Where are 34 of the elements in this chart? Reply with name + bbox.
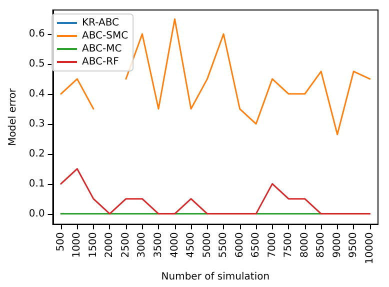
legend-label: ABC-MC — [82, 44, 122, 54]
x-tick-label: 7500 — [283, 232, 294, 258]
x-tick-label: 9500 — [348, 232, 360, 258]
legend-label: KR-ABC — [82, 18, 120, 28]
x-tick-label: 10000 — [364, 232, 376, 264]
legend-label: ABC-SMC — [82, 30, 128, 42]
x-tick-label: 6000 — [234, 232, 246, 258]
y-axis-title: Model error — [8, 88, 18, 146]
y-tick-label: 0.6 — [28, 28, 45, 40]
y-tick-label: 0.3 — [28, 118, 45, 130]
x-tick-label: 2000 — [104, 232, 116, 258]
x-tick-label: 4500 — [186, 232, 197, 258]
x-tick-label: 5000 — [202, 232, 213, 258]
line-series — [60, 168, 371, 215]
x-tick-label: 1000 — [72, 232, 83, 258]
x-tick-label: 9000 — [332, 232, 343, 258]
x-tick-label: 2500 — [120, 232, 132, 258]
x-tick-label: 5500 — [218, 232, 230, 258]
x-tick-label: 3500 — [152, 232, 164, 258]
y-tick-label: 0.4 — [28, 88, 45, 100]
legend-label: ABC-RF — [82, 56, 120, 68]
x-tick-label: 8500 — [316, 232, 327, 258]
y-tick-label: 0.1 — [28, 178, 45, 190]
y-tick-label: 0.0 — [28, 208, 45, 220]
y-tick-label: 0.2 — [28, 148, 45, 160]
x-tick-label: 4000 — [169, 232, 180, 258]
x-tick-label: 6500 — [250, 232, 262, 258]
x-tick-label: 1500 — [88, 232, 99, 258]
x-tick-label: 3000 — [136, 232, 148, 258]
y-tick-label: 0.5 — [28, 58, 45, 70]
x-tick-label: 8000 — [299, 232, 310, 258]
x-axis-title: Number of simulation — [161, 272, 270, 282]
x-tick-label: 500 — [55, 232, 66, 252]
x-tick-label: 7000 — [266, 232, 278, 258]
